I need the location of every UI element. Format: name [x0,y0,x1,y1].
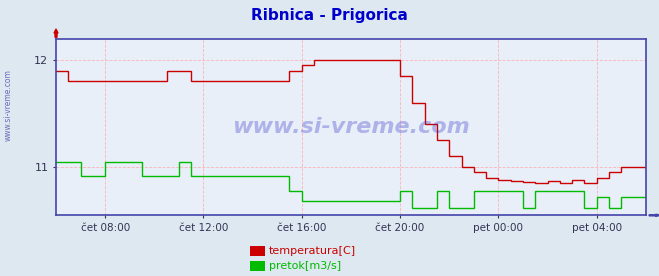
Text: www.si-vreme.com: www.si-vreme.com [232,117,470,137]
Text: temperatura[C]: temperatura[C] [269,246,356,256]
Text: pretok[m3/s]: pretok[m3/s] [269,261,341,271]
Text: Ribnica - Prigorica: Ribnica - Prigorica [251,8,408,23]
Text: www.si-vreme.com: www.si-vreme.com [3,69,13,141]
